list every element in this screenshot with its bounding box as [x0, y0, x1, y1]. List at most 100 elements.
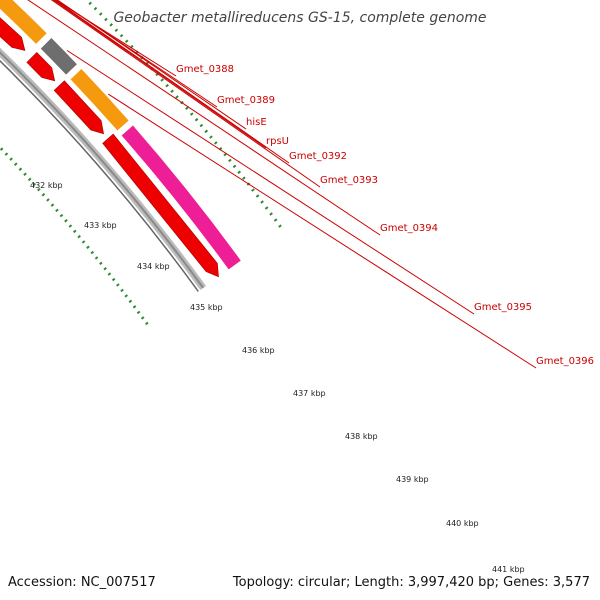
inner-tick	[59, 213, 64, 218]
inner-tick	[72, 229, 77, 234]
outer-tick	[165, 83, 169, 88]
inner-tick	[27, 177, 32, 182]
outer-tick	[170, 89, 174, 94]
scale-label: 438 kbp	[345, 432, 378, 441]
outer-tick	[264, 206, 269, 210]
leader-line	[54, 0, 290, 164]
outer-tick	[98, 12, 103, 16]
cds-arrow	[0, 17, 26, 51]
inner-tick	[81, 240, 86, 244]
inner-tick	[32, 182, 37, 187]
gene-label-rpsu: rpsU	[266, 136, 289, 147]
inner-tick	[128, 299, 133, 304]
backbone-outer	[0, 47, 207, 290]
inner-tick	[46, 198, 50, 202]
outer-tick	[228, 158, 232, 163]
leader-line	[27, 0, 381, 236]
outer-tick	[109, 23, 113, 27]
outer-tick	[209, 135, 213, 139]
gene-label-gmet_0389: Gmet_0389	[217, 95, 275, 106]
inner-tick	[50, 203, 55, 207]
scale-label: 441 kbp	[492, 565, 525, 574]
outer-tick	[119, 33, 124, 38]
leader-line	[66, 50, 475, 315]
outer-tick	[273, 218, 278, 222]
gene-band-0395	[40, 38, 77, 75]
cds-arrow	[102, 133, 219, 278]
cds-arrow	[26, 52, 56, 82]
scale-label: 433 kbp	[84, 221, 117, 230]
gene-label-hise: hisE	[246, 117, 267, 128]
leader-line	[56, 0, 247, 130]
gene-label-gmet_0395: Gmet_0395	[474, 302, 532, 313]
outer-tick	[185, 106, 189, 111]
inner-tick	[145, 321, 149, 326]
inner-tick	[136, 310, 141, 315]
label-leaders	[27, 0, 537, 369]
inner-tick	[99, 261, 103, 265]
outer-tick	[175, 95, 179, 99]
inner-tick	[120, 288, 124, 293]
inner-tick	[41, 193, 46, 197]
inner-tick	[64, 219, 68, 223]
gene-label-gmet_0393: Gmet_0393	[320, 175, 378, 186]
outer-tick	[93, 6, 98, 11]
outer-tick	[204, 129, 209, 134]
gene-label-gmet_0392: Gmet_0392	[289, 151, 347, 162]
inner-tick	[23, 172, 27, 177]
outer-tick	[251, 188, 255, 192]
outer-tick	[199, 123, 204, 128]
inner-tick	[0, 147, 4, 151]
backbone-line	[0, 51, 205, 289]
outer-tick	[114, 28, 119, 33]
outer-tick	[269, 212, 273, 216]
accession-text: Accession: NC_007517	[8, 575, 156, 590]
outer-tick	[260, 200, 264, 204]
leader-line	[56, 0, 218, 108]
outer-tick	[88, 1, 92, 6]
genome-backbone	[0, 47, 207, 292]
gene-band-0394	[0, 0, 47, 44]
gene-band-0397	[121, 125, 241, 270]
inner-tick	[90, 250, 95, 255]
scale-label: 432 kbp	[30, 181, 63, 190]
scale-label: 440 kbp	[446, 519, 479, 528]
inner-tick	[124, 294, 128, 298]
gene-band-0396	[70, 69, 129, 131]
cds-arrow	[53, 80, 105, 135]
inner-tick	[103, 267, 107, 271]
gene-label-gmet_0388: Gmet_0388	[176, 64, 234, 75]
outer-tick	[255, 194, 260, 198]
inner-tick	[111, 277, 116, 282]
scale-label: 439 kbp	[396, 475, 429, 484]
scale-label: 435 kbp	[190, 303, 223, 312]
inner-tick	[132, 305, 137, 309]
outer-tick	[242, 176, 246, 180]
inner-tick	[86, 245, 90, 249]
inner-tick	[4, 152, 9, 156]
outer-tick	[232, 164, 237, 169]
outer-tick	[194, 118, 199, 122]
outer-tick	[278, 224, 282, 228]
inner-tick	[140, 316, 145, 320]
gene-features	[0, 0, 241, 270]
outer-tick	[160, 78, 164, 82]
inner-tick	[94, 256, 99, 260]
inner-tick	[77, 234, 81, 239]
outer-tick	[213, 141, 218, 145]
inner-tick	[116, 283, 120, 287]
leader-line	[54, 0, 177, 77]
inner-tick	[107, 272, 112, 276]
leader-line	[50, 0, 321, 188]
inner-tick	[68, 224, 73, 228]
outer-tick	[189, 112, 194, 116]
scale-label: 437 kbp	[293, 389, 326, 398]
leader-line	[107, 93, 537, 369]
genome-summary: Topology: circular; Length: 3,997,420 bp…	[232, 575, 590, 590]
outer-tick	[124, 39, 129, 43]
leader-line	[52, 0, 267, 149]
scale-labels: 432 kbp 433 kbp 434 kbp 435 kbp 436 kbp 437 k…	[30, 181, 525, 574]
inner-tick	[13, 162, 18, 166]
gene-label-gmet_0394: Gmet_0394	[380, 223, 438, 234]
